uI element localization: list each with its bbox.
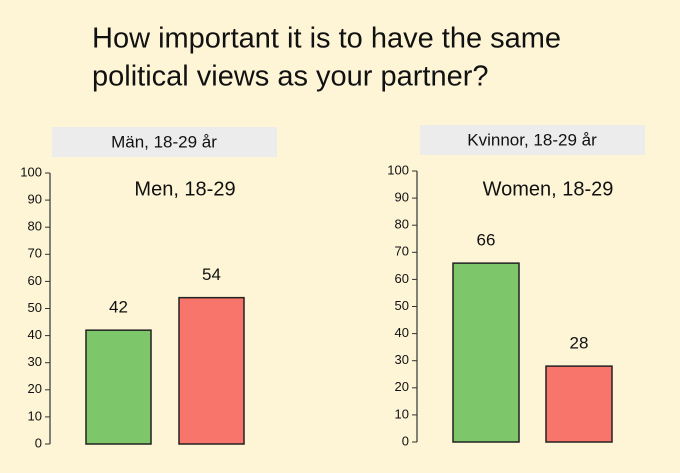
bar [452,262,520,443]
y-tick-label: 40 [395,325,409,340]
y-tick-label: 70 [395,244,409,259]
value-label: 54 [202,265,221,284]
title-line: political views as your partner? [92,61,489,93]
y-tick-label: 10 [395,406,409,421]
y-tick-label: 90 [28,192,42,207]
bar [545,365,613,443]
y-tick-label: 30 [395,352,409,367]
value-label: 42 [109,298,128,317]
panel-header: Män, 18-29 år [111,132,217,151]
y-tick-label: 80 [28,219,42,234]
y-tick-label: 100 [387,162,409,177]
y-tick-label: 30 [28,354,42,369]
y-tick-label: 60 [28,273,42,288]
y-tick-label: 50 [28,300,42,315]
panel-header-box [52,127,277,157]
y-tick-label: 10 [28,408,42,423]
y-tick-label: 0 [402,433,409,448]
panel-header: Kvinnor, 18-29 år [467,130,597,149]
annotation: Women, 18-29 [483,178,614,200]
y-tick-label: 70 [28,246,42,261]
y-tick-label: 90 [395,190,409,205]
bar [85,329,152,445]
y-tick-label: 0 [35,435,42,450]
annotation: Men, 18-29 [134,178,235,200]
y-tick-label: 20 [28,381,42,396]
panel-header-box [420,125,645,155]
y-tick-label: 20 [395,379,409,394]
y-tick-label: 80 [395,217,409,232]
y-tick-label: 60 [395,271,409,286]
y-tick-label: 100 [20,164,42,179]
title-line: How important it is to have the same [92,23,561,55]
y-tick-label: 50 [395,298,409,313]
bar [178,296,245,445]
y-tick-label: 40 [28,327,42,342]
value-label: 28 [570,334,589,353]
value-label: 66 [477,231,496,250]
